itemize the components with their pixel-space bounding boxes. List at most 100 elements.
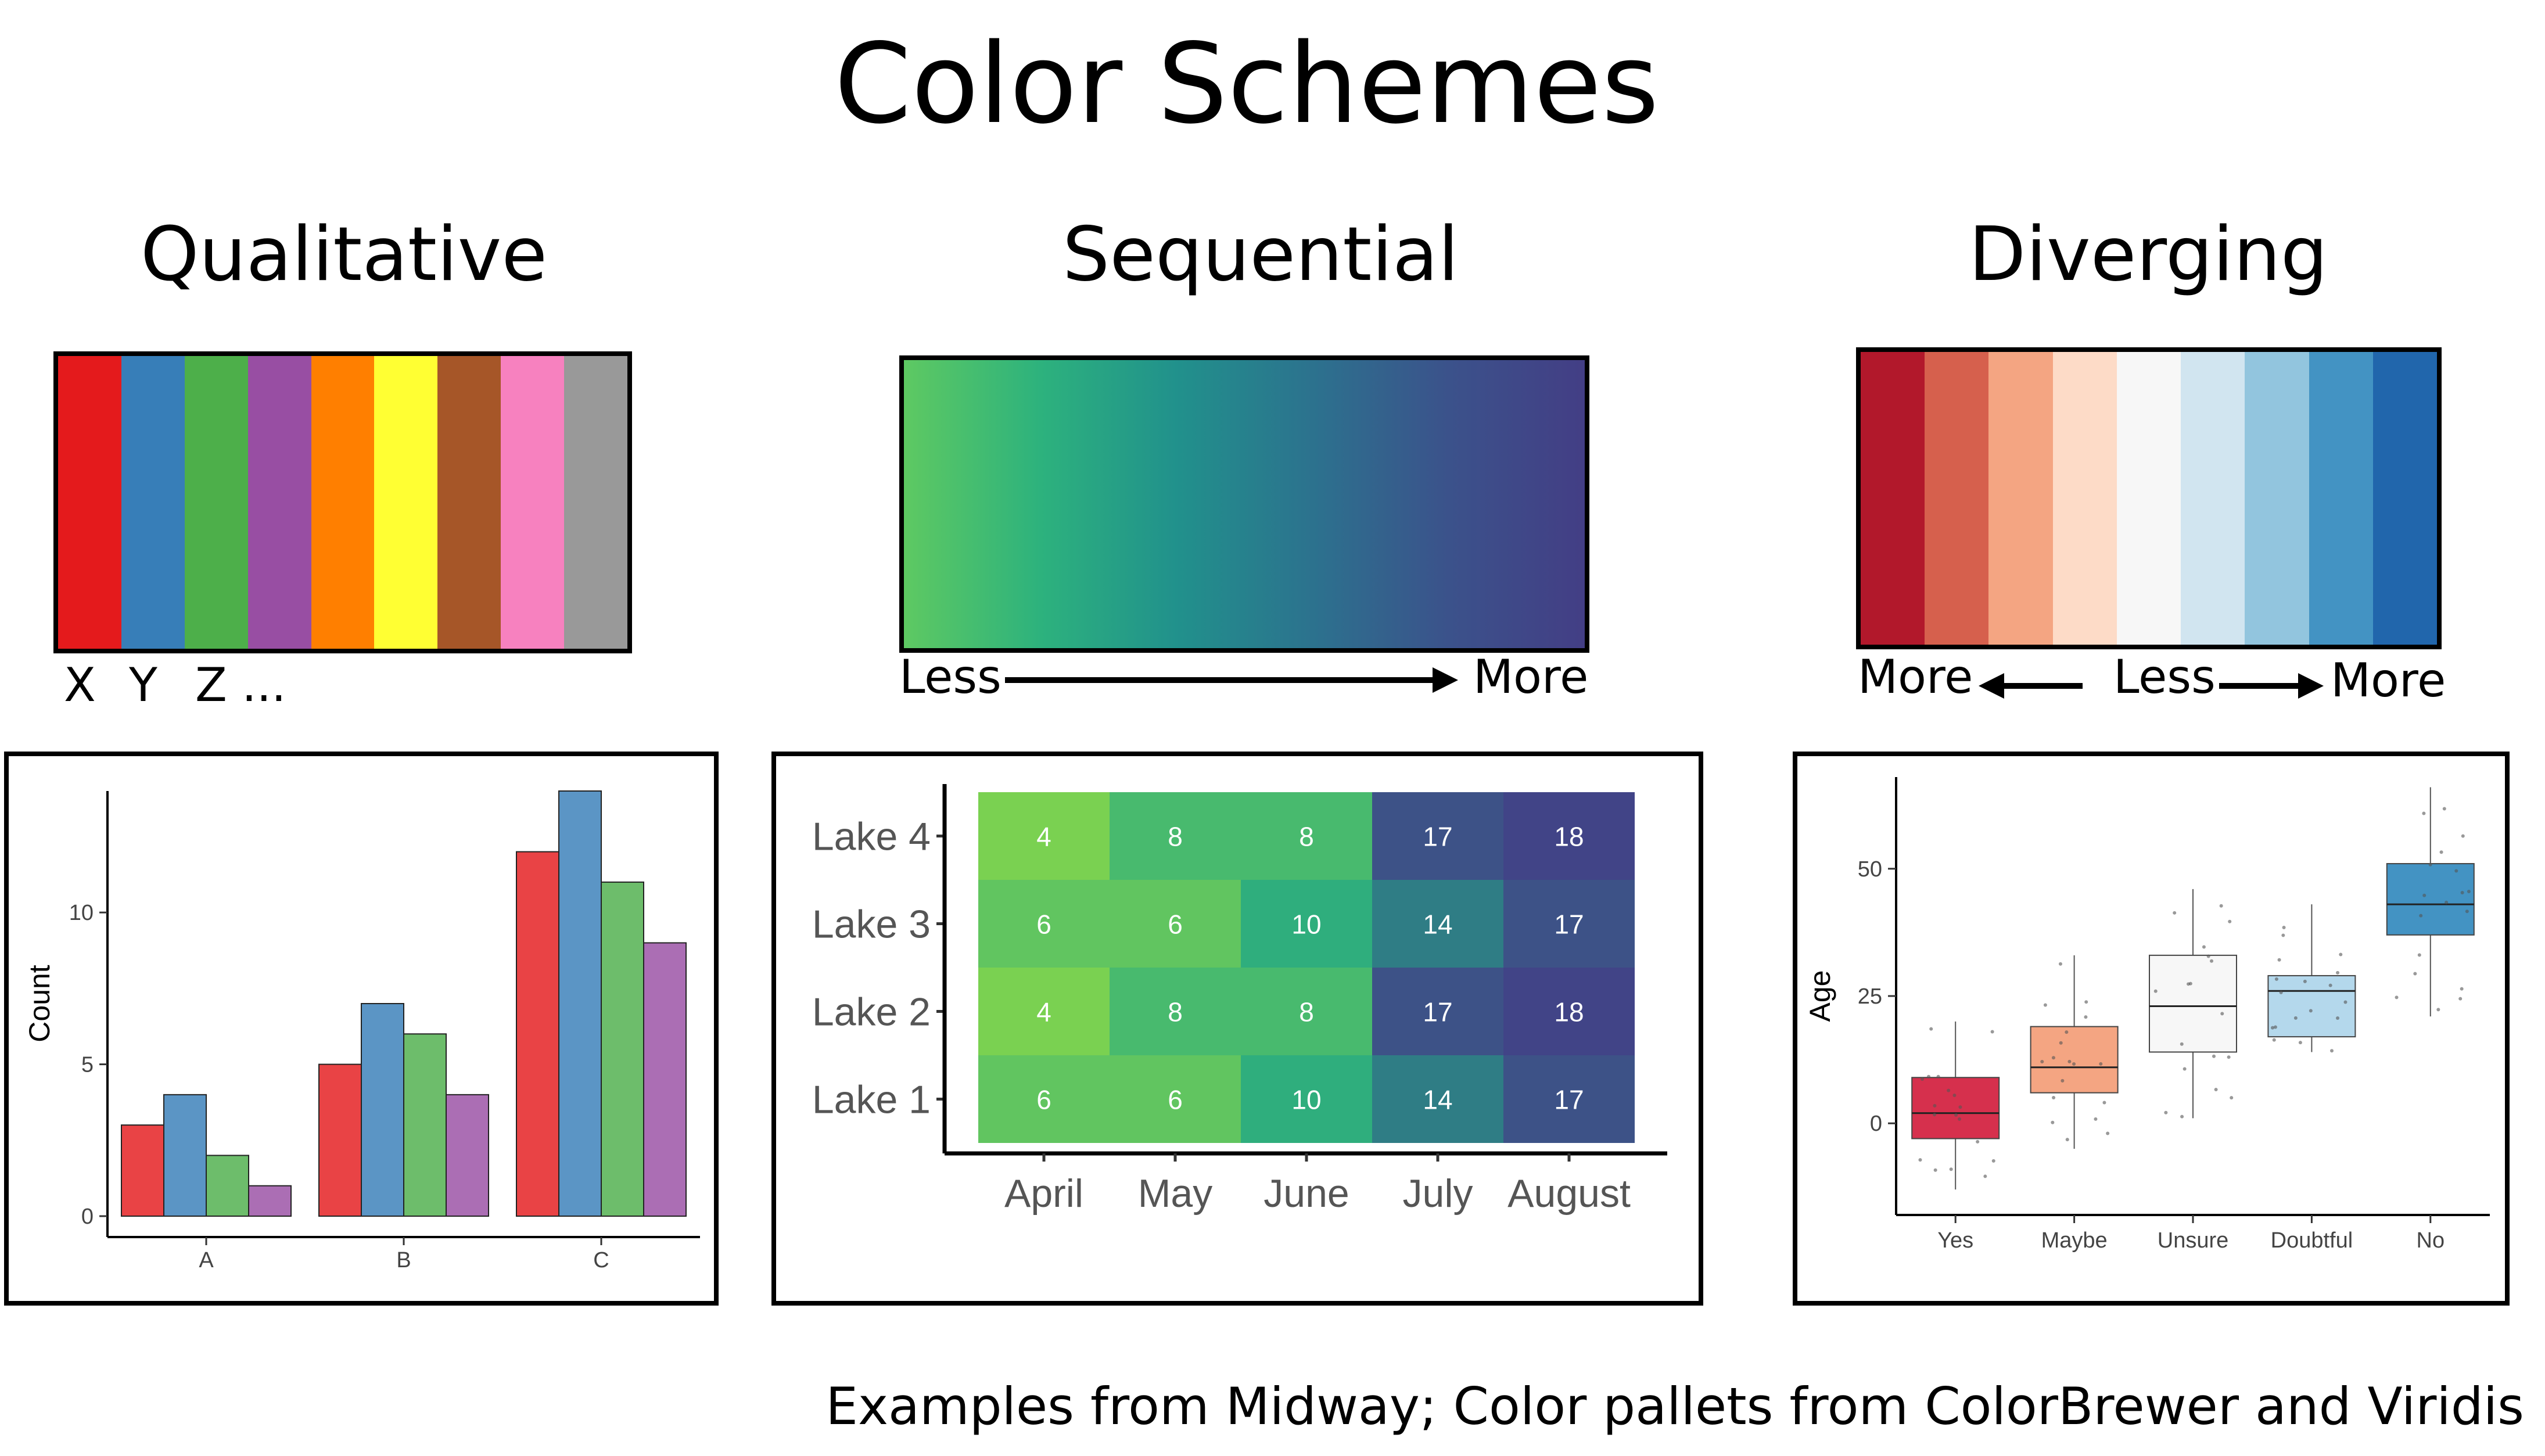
box-jitter-point: [2051, 1056, 2055, 1060]
diverging-arrow-right-icon: [2298, 673, 2324, 699]
box-jitter-point: [2061, 1078, 2065, 1083]
box-jitter-point: [2051, 1120, 2055, 1124]
box-jitter-point: [2339, 952, 2343, 957]
sequential-label-less: Less: [899, 650, 1002, 704]
bar-B-4: [446, 1094, 489, 1217]
heat-cell-3-June: [1241, 880, 1372, 968]
box-jitter-point: [2214, 1088, 2218, 1092]
bar-y-tick-label: 0: [81, 1205, 94, 1229]
box-jitter-point: [2210, 959, 2214, 963]
bar-y-tick-label: 5: [81, 1053, 94, 1077]
bar-chart-panel: 0 5 10 Count A B C: [4, 752, 719, 1306]
box-jitter-point: [1983, 1174, 1987, 1178]
heat-cell-value: 6: [1168, 909, 1183, 940]
bar-x-tick-label: C: [593, 1248, 609, 1272]
bar-B-2: [361, 1003, 404, 1217]
box-Unsure: [2149, 954, 2237, 1053]
box-jitter-point: [2180, 1115, 2184, 1119]
box-jitter-point: [1933, 1168, 1937, 1172]
heat-cell-value: 17: [1423, 997, 1452, 1027]
box-jitter-point: [2395, 995, 2399, 1000]
heat-cell-value: 18: [1554, 822, 1584, 852]
diverging-swatch-1: [1861, 352, 1925, 645]
box-jitter-point: [2328, 983, 2332, 987]
bar-C-4: [643, 942, 687, 1217]
sequential-title: Sequential: [1062, 211, 1459, 298]
heat-cell-value: 17: [1423, 822, 1452, 852]
heat-y-label: Lake 1: [812, 1078, 931, 1122]
box-jitter-point: [2336, 970, 2340, 975]
box-y-axis-title: Age: [1804, 970, 1836, 1022]
qualitative-palette: [53, 351, 632, 653]
sequential-arrow-right-icon: [1433, 667, 1458, 693]
box-jitter-point: [1929, 1027, 1933, 1031]
heat-cell-2-August: [1503, 968, 1635, 1055]
bar-y-axis-title: Count: [23, 965, 56, 1042]
diverging-swatch-2: [1925, 352, 1989, 645]
heat-cell-1-April: [978, 1055, 1110, 1143]
box-jitter-point: [2219, 904, 2223, 908]
heatmap-chart: 6 6 10 14 17 Lake 1 4 8 8 17 18 Lake 2 6 6 10 14 17 Lake …: [812, 784, 1667, 1216]
box-jitter-point: [2442, 807, 2446, 811]
bar-x-tick-label: A: [199, 1248, 214, 1272]
bar-y-tick-label: 10: [69, 901, 94, 925]
box-y-tick-label: 50: [1858, 857, 1882, 882]
heat-cell-2-June: [1241, 968, 1372, 1055]
box-jitter-point: [2206, 954, 2210, 958]
box-jitter-point: [2461, 834, 2465, 838]
heat-cell-4-July: [1372, 792, 1503, 880]
box-jitter-point: [1936, 1074, 1940, 1078]
box-jitter-point: [1990, 1030, 1994, 1034]
main-title: Color Schemes: [834, 20, 1659, 148]
diverging-arrow-left-icon: [1979, 673, 2004, 699]
qualitative-swatch-1: [58, 356, 121, 649]
box-jitter-point: [2422, 893, 2426, 897]
qualitative-label-x: X: [64, 658, 96, 712]
diverging-arrow-right-line: [2219, 683, 2300, 689]
heat-cell-3-April: [978, 880, 1110, 968]
heat-y-label: Lake 3: [812, 903, 931, 947]
box-jitter-point: [2220, 1012, 2224, 1016]
box-Yes: [1911, 1077, 2000, 1139]
box-jitter-point: [2106, 1131, 2110, 1135]
box-jitter-point: [2303, 979, 2307, 983]
sequential-label-more: More: [1473, 650, 1589, 704]
qualitative-swatch-9: [564, 356, 627, 649]
heat-cell-value: 8: [1168, 997, 1183, 1027]
heat-x-label: May: [1138, 1171, 1212, 1216]
heat-cell-2-July: [1372, 968, 1503, 1055]
box-jitter-point: [2467, 890, 2471, 894]
box-jitter-point: [2059, 1041, 2063, 1045]
heat-cell-4-August: [1503, 792, 1635, 880]
box-jitter-point: [2460, 891, 2464, 895]
heat-cell-2-April: [978, 968, 1110, 1055]
box-jitter-point: [2460, 987, 2464, 991]
box-jitter-point: [2271, 1026, 2275, 1030]
heat-cell-value: 10: [1291, 909, 1321, 940]
heat-cell-1-July: [1372, 1055, 1503, 1143]
box-jitter-point: [2084, 1000, 2088, 1004]
diverging-label-less: Less: [2113, 650, 2216, 704]
heat-cell-1-June: [1241, 1055, 1372, 1143]
box-jitter-point: [2273, 1025, 2277, 1029]
qualitative-swatch-6: [374, 356, 438, 649]
heat-cell-1-August: [1503, 1055, 1635, 1143]
box-jitter-point: [1949, 1167, 1953, 1171]
box-jitter-point: [2419, 914, 2423, 918]
box-jitter-point: [2065, 1138, 2069, 1142]
box-jitter-point: [2094, 1117, 2098, 1121]
box-jitter-point: [1918, 1158, 1922, 1162]
box-jitter-point: [2413, 972, 2417, 976]
diverging-swatch-5: [2116, 352, 2181, 645]
qualitative-swatch-4: [247, 356, 311, 649]
footer-credit: Examples from Midway; Color pallets from…: [825, 1376, 2524, 1436]
heat-cell-value: 18: [1554, 997, 1584, 1027]
box-jitter-point: [2417, 953, 2421, 957]
box-jitter-point: [2309, 1009, 2313, 1013]
heat-cell-value: 6: [1036, 909, 1051, 940]
boxplot-panel: 0 25 50 Age Yes Maybe Unsure Doubtful No: [1793, 752, 2510, 1306]
diverging-swatch-7: [2245, 352, 2309, 645]
qualitative-swatch-3: [184, 356, 248, 649]
box-jitter-point: [2436, 1008, 2440, 1012]
box-jitter-point: [1933, 1113, 1937, 1117]
